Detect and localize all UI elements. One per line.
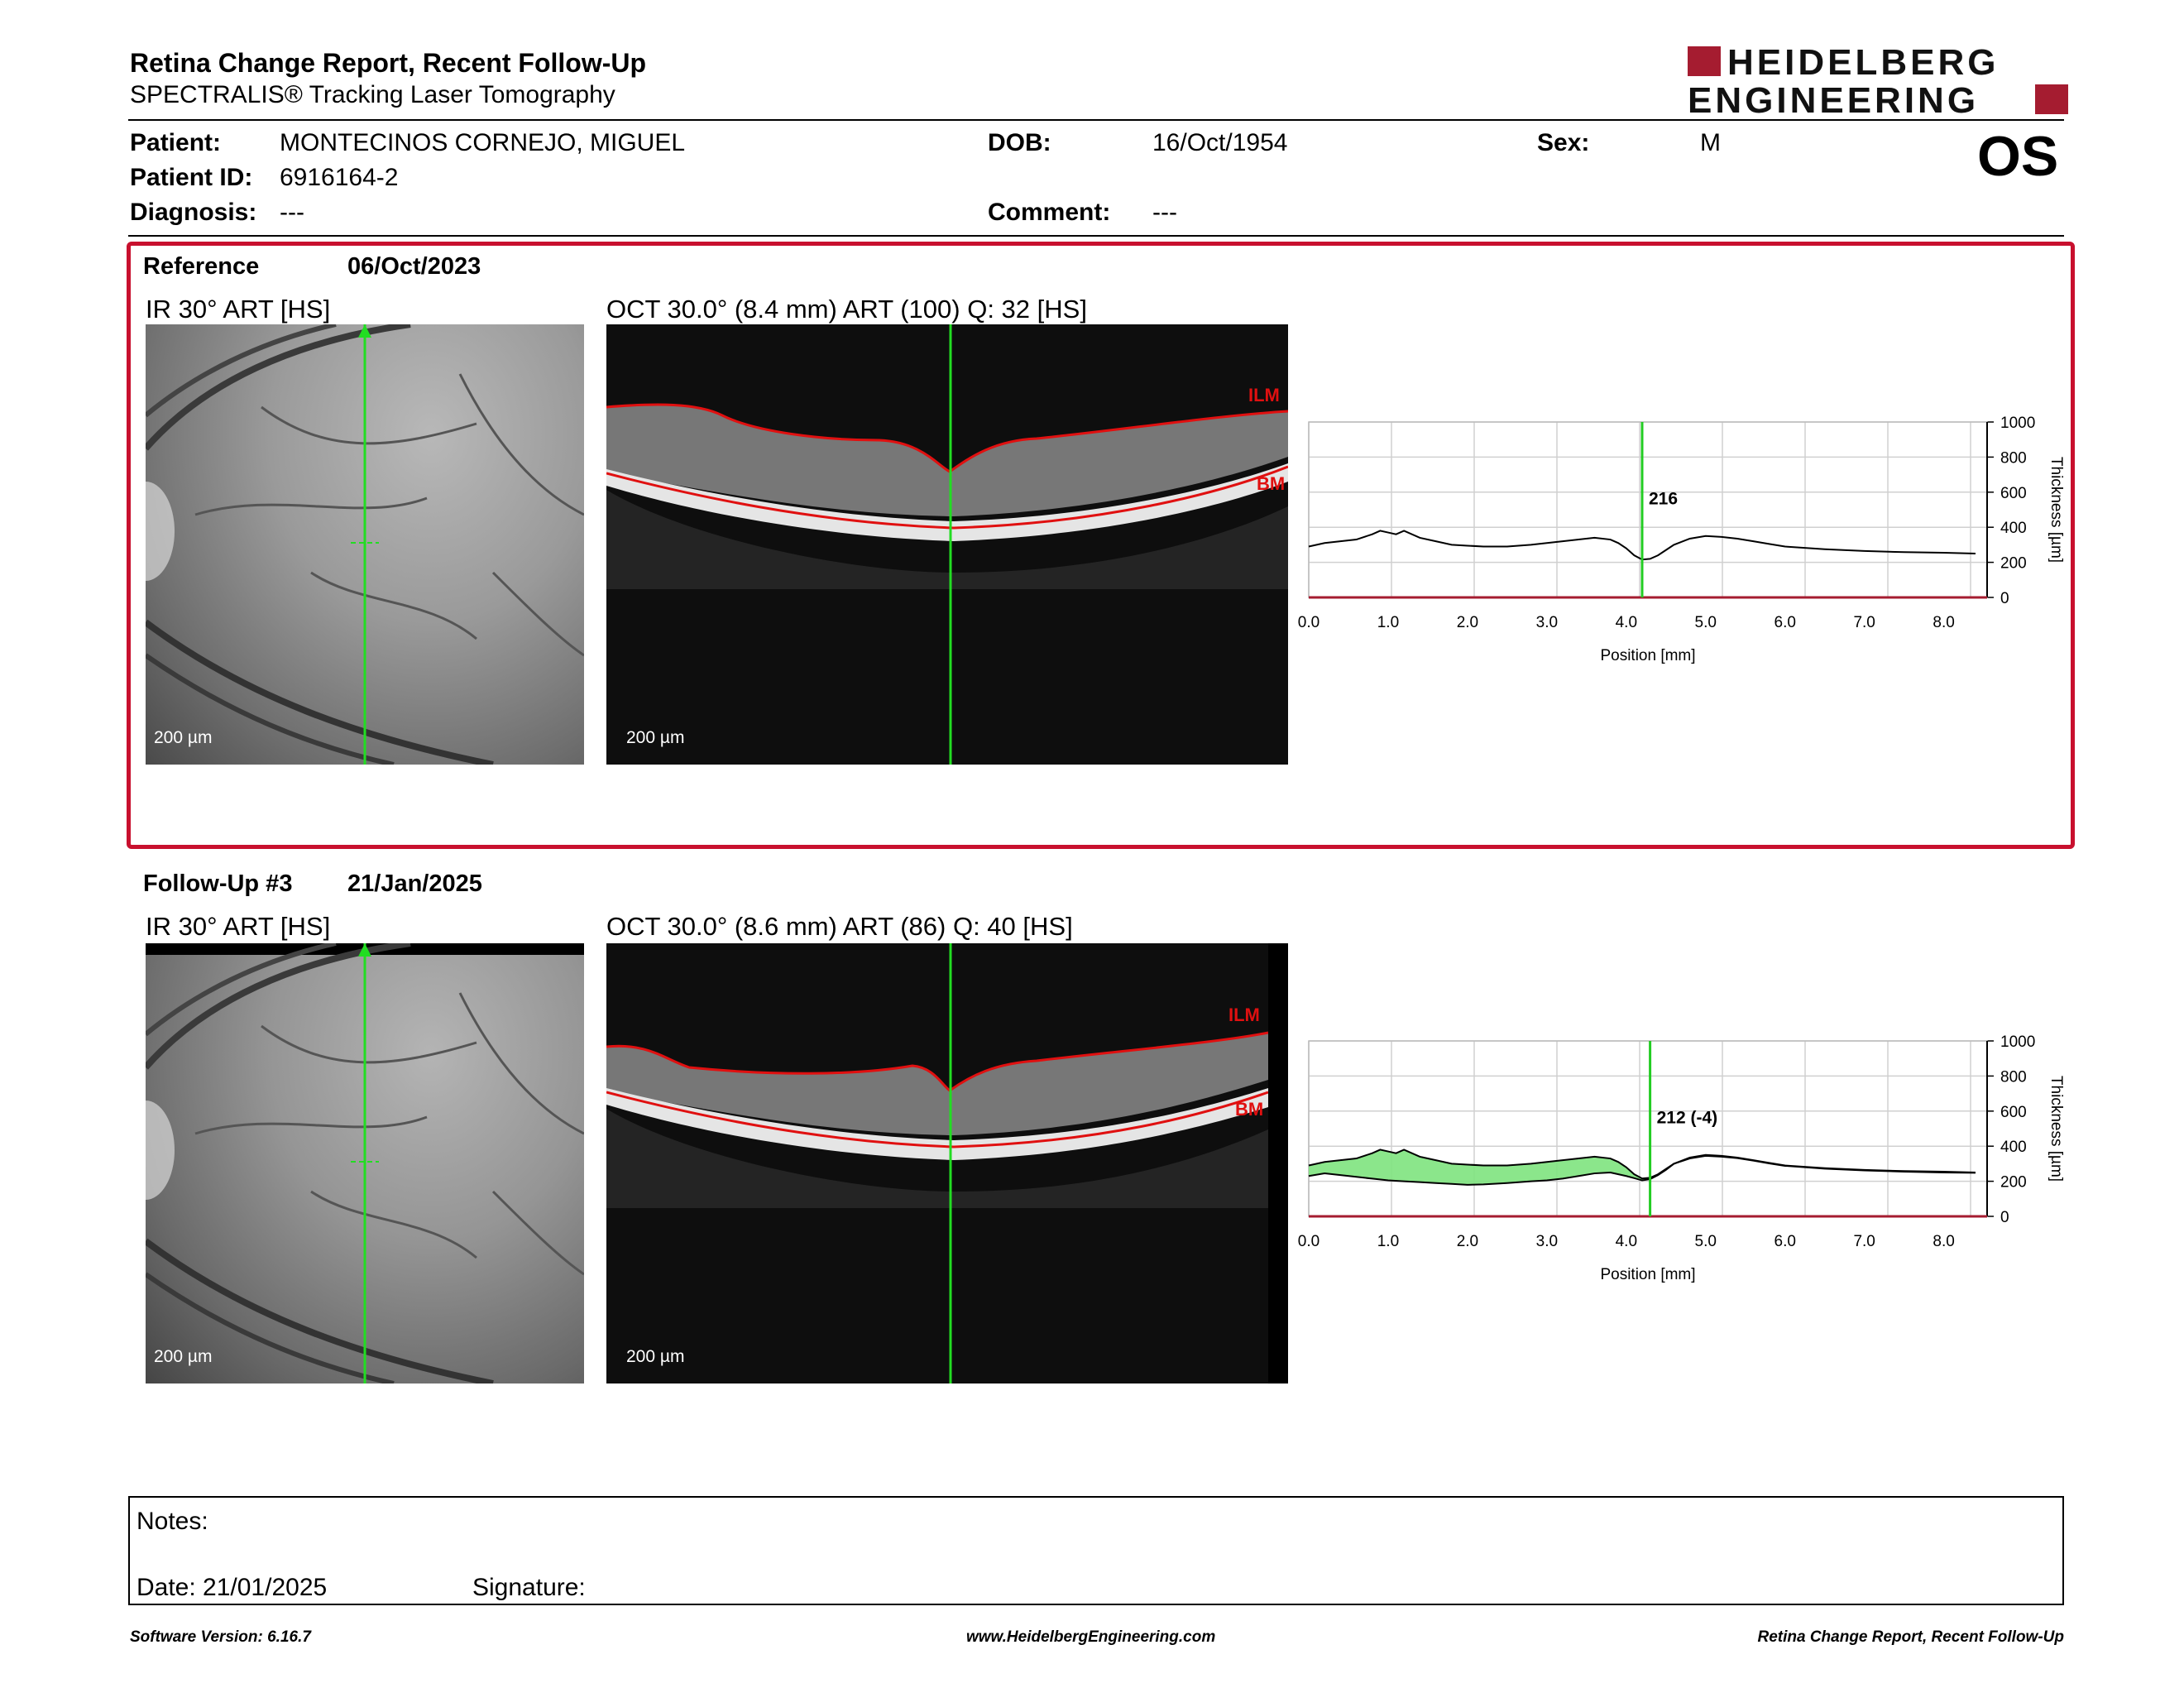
chart1-xtick-label: 1.0 <box>1377 1233 1399 1250</box>
followup-thickness-chart: 0 200 400 600 800 1000 0.0 1.0 2.0 3.0 4.0 5.0 6.0 7.… <box>1298 1033 2065 1283</box>
signature-label: Signature: <box>472 1574 586 1601</box>
chart1-series-line-1 <box>1308 1154 1976 1186</box>
eye-indicator: OS <box>1977 125 2059 188</box>
reference-date: 06/Oct/2023 <box>347 253 481 280</box>
chart0-xtick-label: 5.0 <box>1695 614 1717 631</box>
chart0-frame <box>1308 421 1988 598</box>
reference-ir-title: IR 30° ART [HS] <box>146 295 331 324</box>
report-title: Retina Change Report, Recent Follow-Up <box>130 48 647 78</box>
date-label: Date: 21/01/2025 <box>136 1574 328 1601</box>
followup-oct-title: OCT 30.0° (8.6 mm) ART (86) Q: 40 [HS] <box>606 912 1073 941</box>
chart1-xtick-label: 6.0 <box>1774 1233 1796 1250</box>
chart0-y-axis-label: Thickness [µm] <box>2048 457 2065 563</box>
chart0-ytick-label: 600 <box>2000 485 2027 502</box>
followup-label: Follow-Up #3 <box>143 870 293 897</box>
chart0-ytick-label: 200 <box>2000 555 2027 573</box>
followup-date: 21/Jan/2025 <box>347 870 482 897</box>
chart1-frame <box>1308 1040 1988 1217</box>
chart1-xtick-label: 7.0 <box>1853 1233 1875 1250</box>
footer-website[interactable]: www.HeidelbergEngineering.com <box>966 1628 1216 1646</box>
chart0-xtick-label: 1.0 <box>1377 614 1399 631</box>
sex-value: M <box>1700 129 1721 156</box>
chart1-ytick-label: 800 <box>2000 1068 2027 1086</box>
chart1-ytick-label: 600 <box>2000 1104 2027 1121</box>
chart1-xtick-label: 5.0 <box>1695 1233 1717 1250</box>
chart0-xtick-label: 3.0 <box>1536 614 1558 631</box>
patient-label: Patient: <box>130 129 222 156</box>
followup-bm-label: BM <box>1235 1099 1263 1120</box>
chart1-ytick-label: 1000 <box>2000 1033 2035 1051</box>
chart1-xtick-label: 8.0 <box>1933 1233 1954 1250</box>
reference-oct-image: ILM BM 200 µm <box>606 324 1288 765</box>
patient-divider <box>128 235 2064 237</box>
reference-bm-label: BM <box>1257 473 1285 494</box>
chart1-difference-area <box>1309 1149 1976 1185</box>
followup-ir-scale: 200 µm <box>154 1347 213 1366</box>
chart0-xtick-label: 7.0 <box>1853 614 1875 631</box>
chart0-series-line-0 <box>1308 530 1976 561</box>
reference-oct-title: OCT 30.0° (8.4 mm) ART (100) Q: 32 [HS] <box>606 295 1087 324</box>
reference-ir-scale: 200 µm <box>154 728 213 747</box>
chart1-ytick-label: 200 <box>2000 1174 2027 1192</box>
comment-label: Comment: <box>988 199 1111 226</box>
sex-label: Sex: <box>1537 129 1590 156</box>
dob-label: DOB: <box>988 129 1051 156</box>
chart1-xtick-label: 3.0 <box>1536 1233 1558 1250</box>
chart0-ytick-label: 0 <box>2000 590 2009 607</box>
footer-report-name: Retina Change Report, Recent Follow-Up <box>1757 1628 2064 1646</box>
chart1-ytick-label: 0 <box>2000 1209 2009 1226</box>
chart0-xtick-label: 4.0 <box>1616 614 1637 631</box>
reference-oct-scale: 200 µm <box>626 728 685 747</box>
patient-name: MONTECINOS CORNEJO, MIGUEL <box>280 129 686 156</box>
chart0-xtick-label: 8.0 <box>1933 614 1954 631</box>
chart0-ytick-label: 1000 <box>2000 415 2035 432</box>
notes-label: Notes: <box>136 1508 208 1535</box>
reference-fundus-vessels <box>146 324 584 765</box>
followup-fundus-vessels <box>146 943 584 1383</box>
notes-box: Notes: Date: 21/01/2025 Signature: <box>128 1496 2064 1605</box>
diagnosis-value: --- <box>280 199 304 226</box>
chart1-y-axis-label: Thickness [µm] <box>2048 1076 2065 1182</box>
reference-thickness-chart: 0 200 400 600 800 1000 0.0 1.0 2.0 3.0 4.0 5.0 6.0 7.… <box>1298 415 2065 664</box>
diagnosis-label: Diagnosis: <box>130 199 257 226</box>
chart0-ytick-label: 400 <box>2000 520 2027 537</box>
header-divider <box>128 119 2064 121</box>
followup-oct-image: ILM BM 200 µm <box>606 943 1288 1383</box>
chart1-x-axis-label: Position [mm] <box>1600 1266 1695 1283</box>
reference-ir-image: 200 µm <box>146 324 584 765</box>
chart1-xtick-label: 4.0 <box>1616 1233 1637 1250</box>
followup-oct-layers: ILM BM <box>606 943 1288 1383</box>
reference-oct-layers: ILM BM <box>606 324 1288 765</box>
chart1-xtick-label: 2.0 <box>1457 1233 1478 1250</box>
chart0-xtick-label: 0.0 <box>1298 614 1320 631</box>
comment-value: --- <box>1152 199 1177 226</box>
reference-ilm-label: ILM <box>1248 385 1280 405</box>
followup-ilm-label: ILM <box>1228 1005 1260 1025</box>
chart0-xtick-label: 6.0 <box>1774 614 1796 631</box>
logo-line2: ENGINEERING <box>1688 80 1979 117</box>
followup-ir-image: 200 µm <box>146 943 584 1383</box>
heidelberg-logo: HEIDELBERG ENGINEERING <box>1688 43 2068 117</box>
chart1-ytick-label: 400 <box>2000 1139 2027 1156</box>
footer-software-version: Software Version: 6.16.7 <box>130 1628 311 1646</box>
reference-panel <box>127 242 2075 849</box>
chart0-ytick-label: 800 <box>2000 449 2027 467</box>
chart1-xtick-label: 0.0 <box>1298 1233 1320 1250</box>
followup-oct-scale: 200 µm <box>626 1347 685 1366</box>
chart0-xtick-label: 2.0 <box>1457 614 1478 631</box>
patient-id: 6916164-2 <box>280 164 399 191</box>
chart1-cursor-label: 212 (-4) <box>1657 1109 1718 1128</box>
reference-label: Reference <box>143 253 260 280</box>
patient-id-label: Patient ID: <box>130 164 253 191</box>
logo-line1: HEIDELBERG <box>1727 43 1999 83</box>
followup-ir-title: IR 30° ART [HS] <box>146 912 331 941</box>
chart0-cursor-label: 216 <box>1649 490 1678 509</box>
dob-value: 16/Oct/1954 <box>1152 129 1288 156</box>
report-subtitle: SPECTRALIS® Tracking Laser Tomography <box>130 81 615 108</box>
chart0-x-axis-label: Position [mm] <box>1600 647 1695 664</box>
